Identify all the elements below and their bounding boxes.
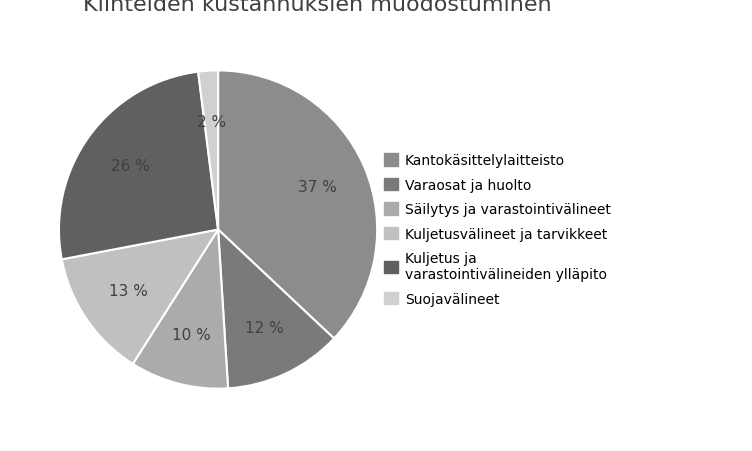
Text: 37 %: 37 % bbox=[298, 179, 337, 195]
Text: 10 %: 10 % bbox=[171, 327, 211, 342]
Wedge shape bbox=[218, 71, 378, 339]
Wedge shape bbox=[59, 73, 218, 260]
Text: 12 %: 12 % bbox=[244, 320, 284, 335]
Text: 13 %: 13 % bbox=[109, 283, 148, 298]
Text: 2 %: 2 % bbox=[197, 115, 226, 130]
Text: 26 %: 26 % bbox=[111, 159, 150, 174]
Wedge shape bbox=[198, 71, 218, 230]
Wedge shape bbox=[133, 230, 228, 389]
Wedge shape bbox=[62, 230, 218, 364]
Legend: Kantokäsittelylaitteisto, Varaosat ja huolto, Säilytys ja varastointivälineet, K: Kantokäsittelylaitteisto, Varaosat ja hu… bbox=[384, 154, 611, 306]
Wedge shape bbox=[218, 230, 334, 388]
Title: Kiinteiden kustannuksien muodostuminen: Kiinteiden kustannuksien muodostuminen bbox=[83, 0, 552, 15]
